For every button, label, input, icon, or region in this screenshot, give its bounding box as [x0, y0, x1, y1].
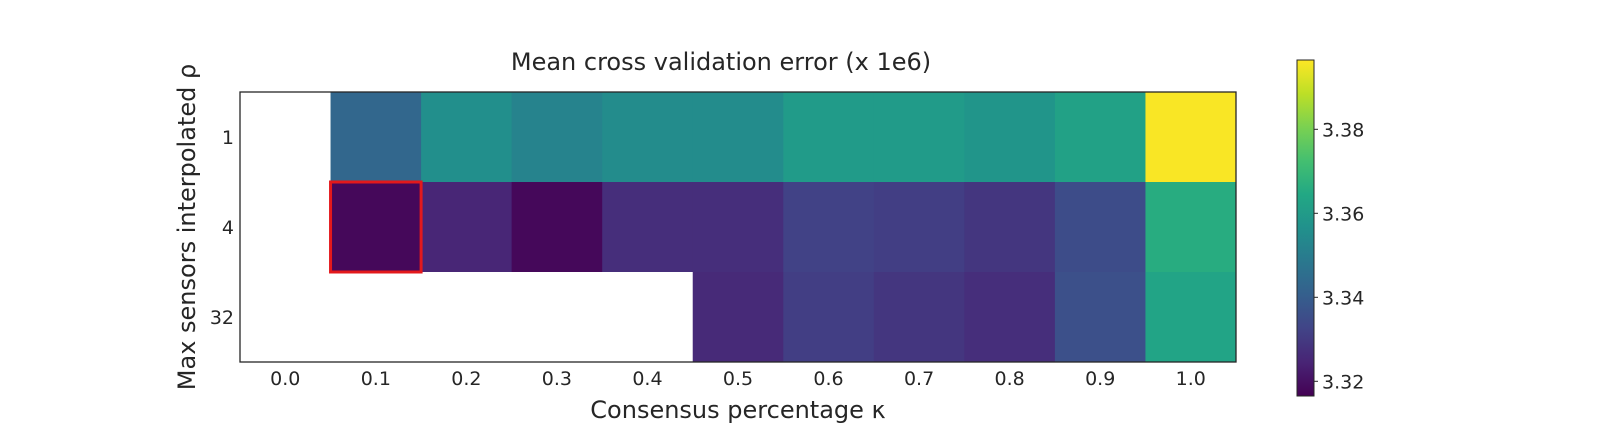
heatmap-cell-r1-c0 [240, 182, 332, 273]
heatmap-cell-r0-c8 [964, 92, 1056, 183]
heatmap-cell-r1-c4 [602, 182, 694, 273]
heatmap-cell-r2-c0 [240, 272, 332, 363]
x-tick-label: 0.8 [995, 368, 1025, 390]
heatmap-cell-r1-c9 [1054, 182, 1146, 273]
best-cell-highlight [329, 180, 423, 274]
x-tick-label: 1.0 [1176, 368, 1206, 390]
x-tick-label: 0.5 [723, 368, 753, 390]
x-tick-label: 0.7 [904, 368, 934, 390]
plot-frame [239, 91, 1237, 363]
colorbar-tick-label: 3.34 [1322, 287, 1364, 309]
heatmap-cell-r0-c7 [873, 92, 965, 183]
heatmap-cell-r2-c6 [783, 272, 875, 363]
y-axis-ticks: 1 4 32 [210, 127, 234, 329]
heatmap-cell-r2-c2 [421, 272, 513, 363]
heatmap-cell-r1-c8 [964, 182, 1056, 273]
heatmap-cell-r1-c2 [421, 182, 513, 273]
heatmap-cell-r0-c1 [330, 92, 422, 183]
x-tick-label: 0.3 [542, 368, 572, 390]
colorbar-tick-label: 3.32 [1322, 371, 1364, 393]
x-tick-label: 0.0 [270, 368, 300, 390]
y-tick-label: 4 [222, 217, 234, 239]
heatmap-cell-r2-c7 [873, 272, 965, 363]
heatmap-cell-r2-c3 [511, 272, 603, 363]
heatmap-cell-r2-c4 [602, 272, 694, 363]
x-tick-label: 0.2 [451, 368, 481, 390]
heatmap-cell-r0-c4 [602, 92, 694, 183]
heatmap-cell-r2-c9 [1054, 272, 1146, 363]
heatmap-cell-r1-c1 [330, 182, 422, 273]
heatmap-cell-r2-c8 [964, 272, 1056, 363]
colorbar-tick-label: 3.36 [1322, 203, 1364, 225]
colorbar-ticks: 3.32 3.34 3.36 3.38 [1314, 119, 1364, 393]
colorbar [1296, 59, 1315, 397]
heatmap-cell-r2-c10 [1145, 272, 1237, 363]
x-tick-label: 0.4 [632, 368, 662, 390]
heatmap-cell-r1-c7 [873, 182, 965, 273]
heatmap-cell-r0-c10 [1145, 92, 1237, 183]
chart-title: Mean cross validation error (x 1e6) [511, 48, 931, 76]
x-tick-label: 0.6 [813, 368, 843, 390]
x-tick-label: 0.1 [361, 368, 391, 390]
heatmap-cell-r2-c1 [330, 272, 422, 363]
heatmap-cell-r0-c5 [692, 92, 784, 183]
heatmap-cell-r0-c0 [240, 92, 332, 183]
heatmap-cell-r1-c3 [511, 182, 603, 273]
heatmap-cell-r0-c9 [1054, 92, 1146, 183]
heatmap-cells [240, 92, 1237, 363]
heatmap-cell-r0-c2 [421, 92, 513, 183]
heatmap-cell-r0-c6 [783, 92, 875, 183]
y-axis-label: Max sensors interpolated ρ [173, 64, 201, 390]
heatmap-cell-r1-c10 [1145, 182, 1237, 273]
x-tick-label: 0.9 [1085, 368, 1115, 390]
heatmap-cell-r0-c3 [511, 92, 603, 183]
x-axis-ticks: 0.0 0.1 0.2 0.3 0.4 0.5 0.6 0.7 0.8 0.9 1.0 [270, 368, 1206, 390]
heatmap-cell-r1-c6 [783, 182, 875, 273]
x-axis-label: Consensus percentage κ [590, 396, 885, 424]
highlight-layer [329, 180, 423, 274]
y-tick-label: 32 [210, 307, 234, 329]
y-tick-label: 1 [222, 127, 234, 149]
colorbar-tick-label: 3.38 [1322, 119, 1364, 141]
heatmap-cell-r1-c5 [692, 182, 784, 273]
heatmap-cell-r2-c5 [692, 272, 784, 363]
